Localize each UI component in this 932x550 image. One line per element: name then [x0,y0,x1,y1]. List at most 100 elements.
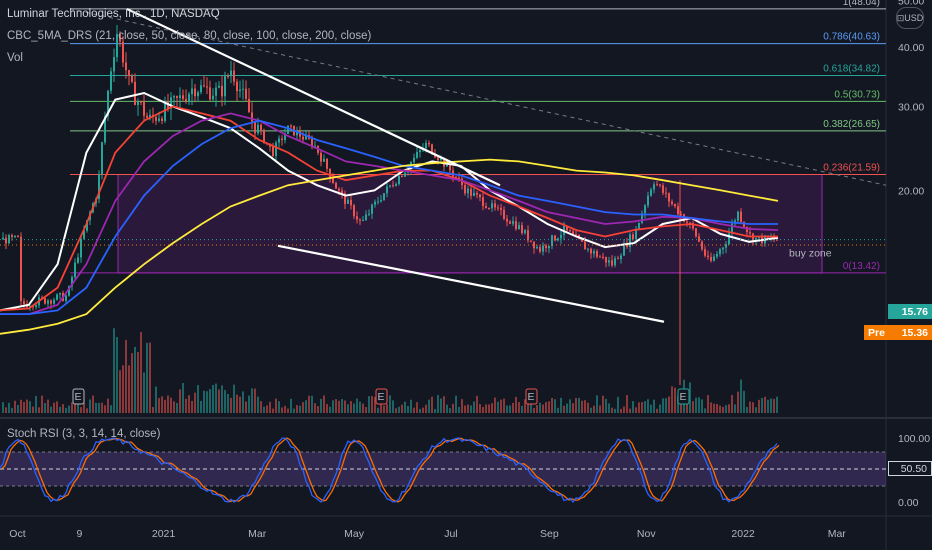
stoch-rsi-k-line [0,437,778,504]
candle-body [296,130,298,136]
earnings-marker [677,388,690,405]
candle-body [116,34,118,58]
candle-body [275,142,277,157]
candle-body [521,225,523,234]
volume-bar [488,404,490,413]
moving-average-line [0,119,778,315]
candle-body [359,219,361,221]
volume-bar [284,405,286,413]
volume-bar [278,401,280,413]
candle-body [20,236,22,302]
candle-body [245,88,247,99]
time-axis-tick: Jul [444,528,457,540]
volume-bar [545,402,547,413]
volume-bar [8,402,10,413]
volume-bar [50,406,52,413]
candle-body [593,251,595,254]
volume-bar [320,398,322,413]
candle-body [716,254,718,257]
volume-bar [53,402,55,413]
volume-bar [272,408,274,413]
candle-body [332,178,334,183]
price-axis-tick: 30.00 [898,101,924,113]
candle-body [533,241,535,249]
candle-body [257,124,259,134]
candle-body [602,256,604,258]
candle-body [467,188,469,194]
candle-body [476,192,478,195]
volume-bar [116,337,118,413]
volume-bar [662,398,664,413]
volume-bar [119,370,121,413]
volume-bar [437,395,439,413]
volume-bar [521,405,523,413]
volume-bar [149,342,151,413]
volume-bar [341,399,343,413]
candle-body [146,115,148,118]
volume-bar [263,406,265,413]
candle-body [5,237,7,244]
buy-zone-label: buy zone [789,248,832,260]
candle-body [536,247,538,249]
volume-bar [254,388,256,413]
volume-bar [251,388,253,413]
candle-body [635,228,637,239]
volume-bar [26,399,28,413]
premarket-value: 15.36 [901,326,928,339]
candle-body [455,176,457,178]
candle-body [83,230,85,239]
candle-body [125,62,127,71]
volume-bar [98,402,100,413]
candle-body [731,223,733,234]
candle-body [224,76,226,97]
volume-bar [491,403,493,413]
volume-bar [749,401,751,413]
volume-bar [764,396,766,413]
volume-bar [125,339,127,413]
volume-bar [539,402,541,413]
volume-bar [104,405,106,413]
volume-bar [92,395,94,413]
fib-level-label: 0.382(26.65) [823,119,880,130]
candle-body [209,87,211,100]
time-axis-tick: 2022 [731,528,755,540]
earnings-marker-label: E [527,391,534,403]
volume-bar [128,365,130,413]
candle-body [449,162,451,171]
candle-body [188,94,190,102]
candle-body [128,70,130,76]
candle-body [668,193,670,202]
candle-body [302,136,304,140]
volume-bar [713,403,715,413]
volume-bar [464,405,466,413]
candle-body [362,220,364,222]
support-trendline [277,244,665,323]
volume-bar [41,395,43,413]
candle-body [722,247,724,250]
candle-body [509,221,511,224]
candle-body [149,114,151,118]
volume-bar [692,401,694,413]
moving-average-line [0,158,779,335]
currency-button[interactable]: ⊡ USD [896,7,924,29]
volume-bar [188,395,190,413]
candle-body [647,195,649,206]
volume-bar [728,404,730,413]
volume-bar [434,408,436,413]
volume-bar [398,406,400,413]
volume-bar [752,402,754,413]
candle-body [494,203,496,208]
volume-bar [467,404,469,413]
volume-bar [419,408,421,413]
volume-bar [107,398,109,413]
volume-bar [281,407,283,413]
volume-bar [2,402,4,413]
earnings-marker-label: E [377,391,384,403]
volume-bar [197,385,199,413]
candle-body [512,221,514,224]
candle-body [335,182,337,189]
candle-body [470,188,472,196]
volume-bar [614,408,616,413]
candle-body [611,260,613,266]
